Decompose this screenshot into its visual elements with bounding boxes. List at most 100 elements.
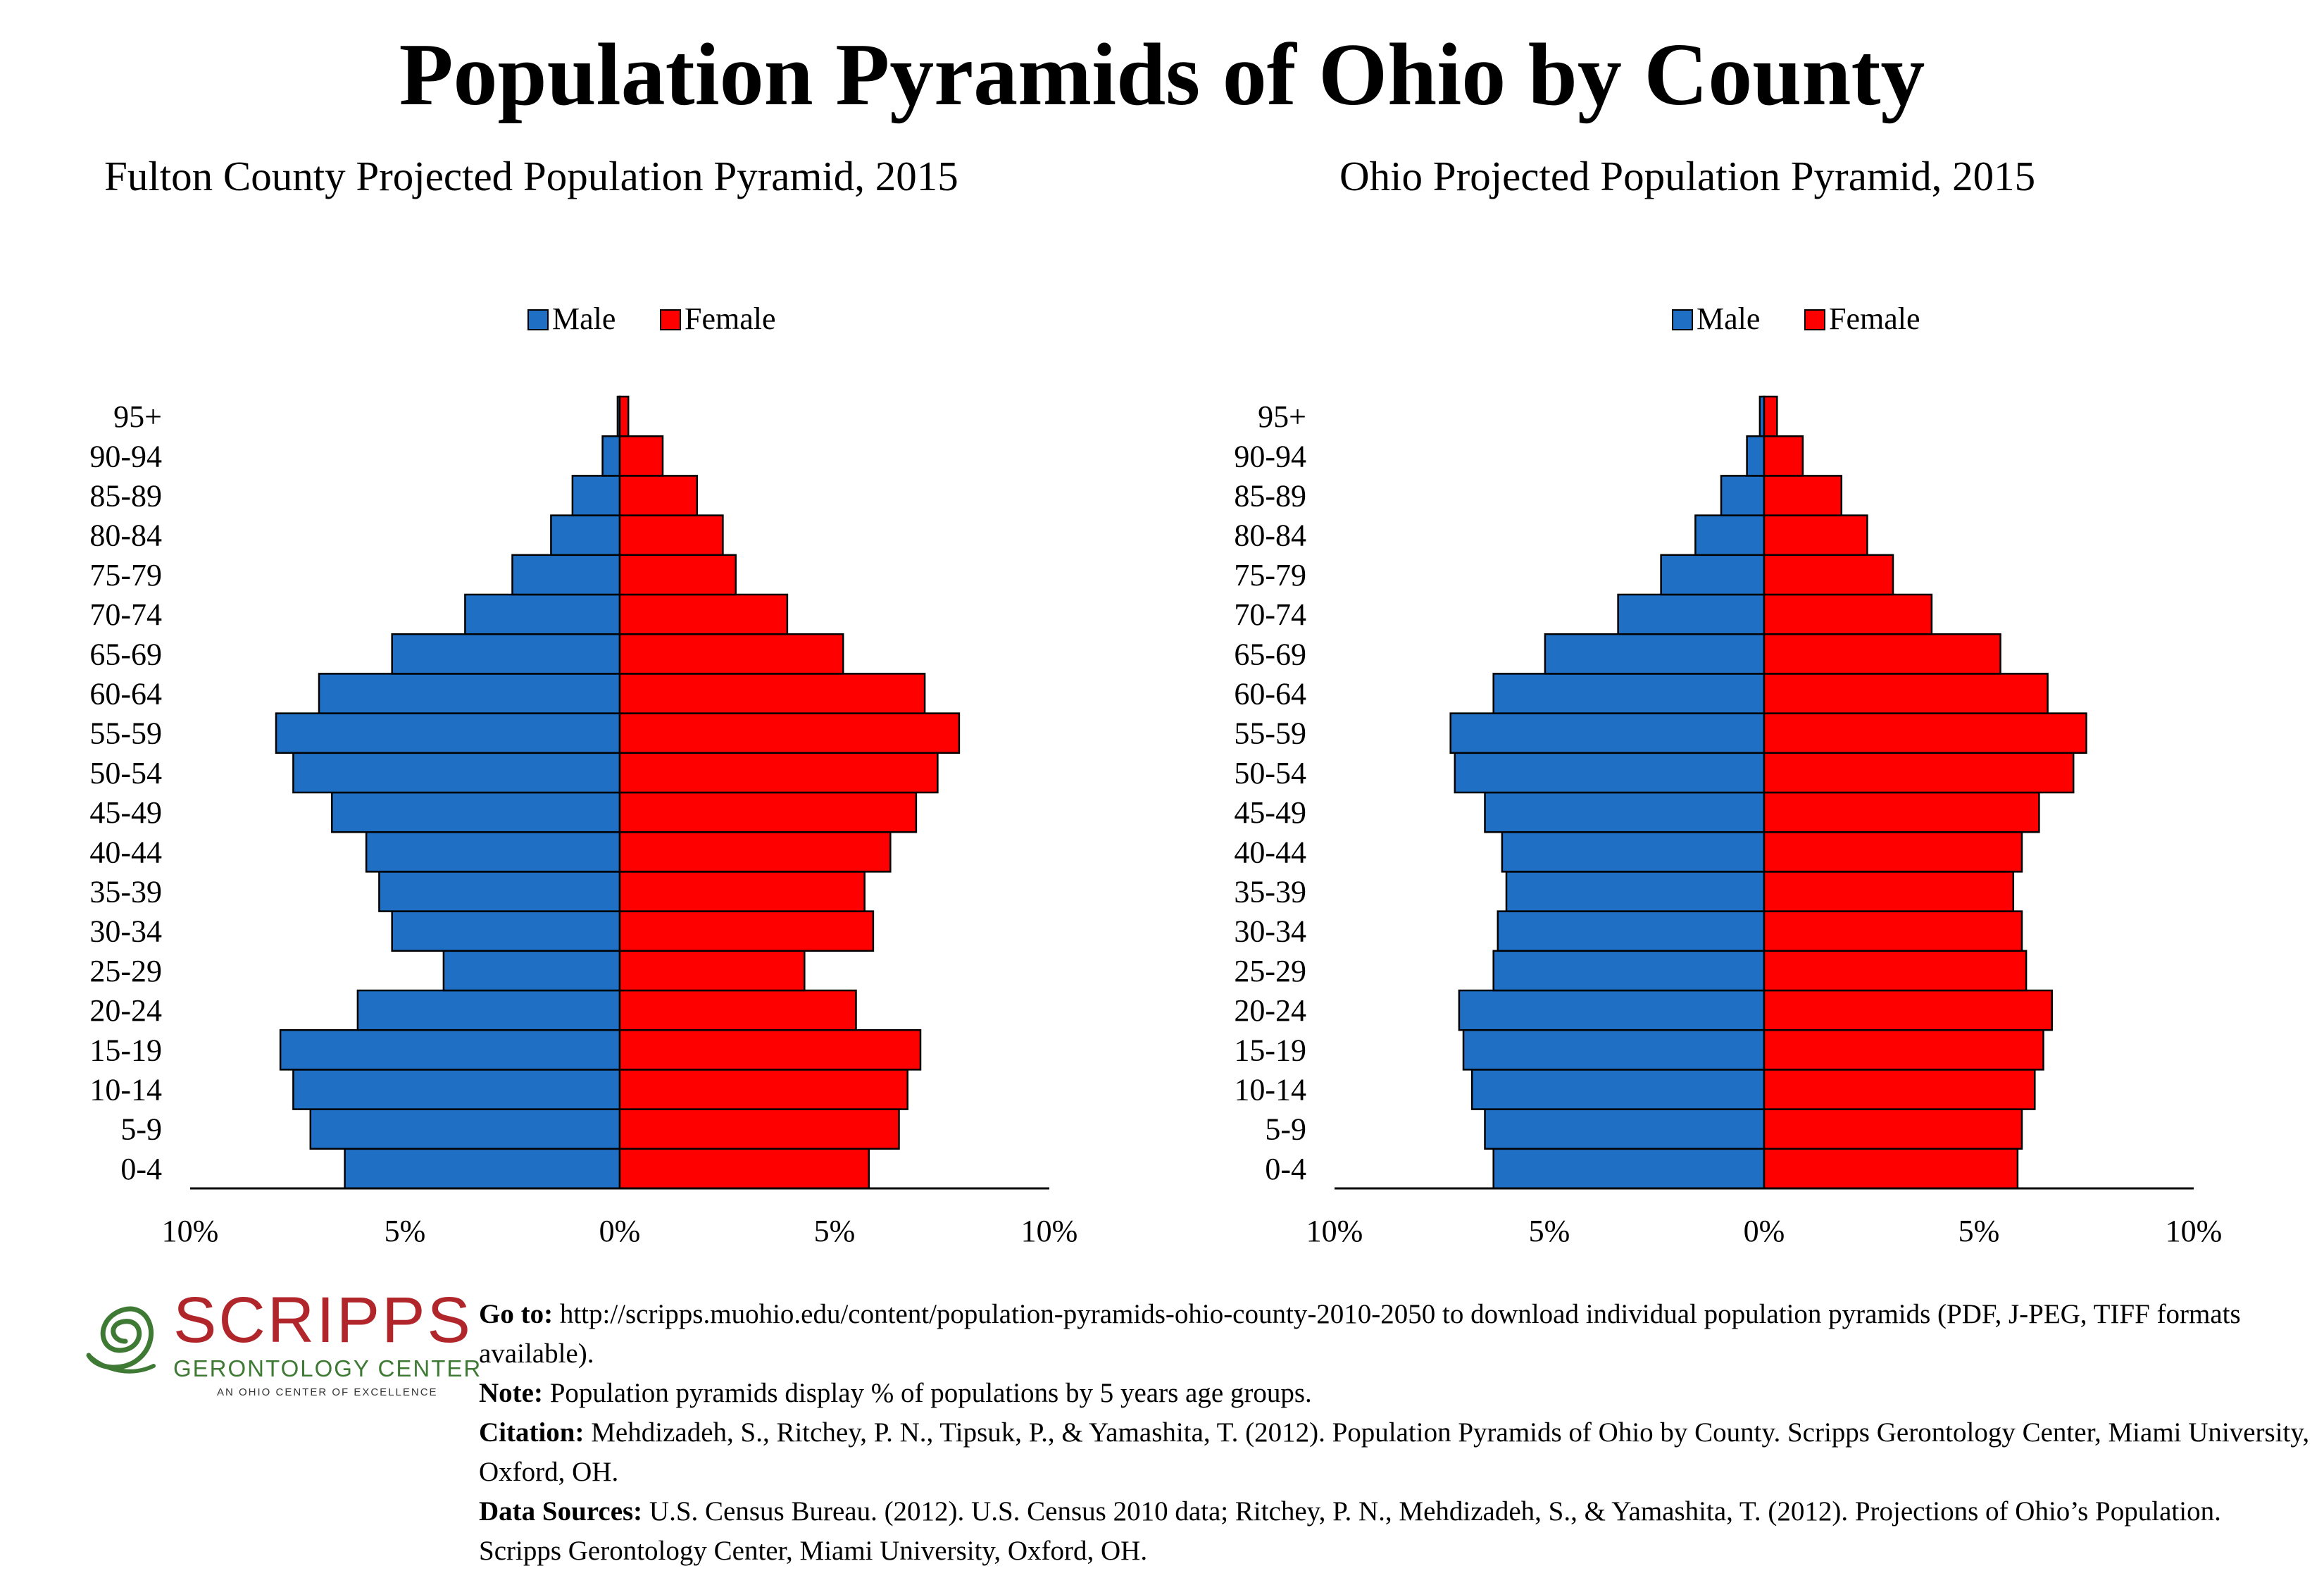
age-group-label: 40-44: [89, 835, 162, 869]
bar-male: [344, 1148, 621, 1190]
bar-male: [1505, 871, 1766, 912]
note-label: Note:: [479, 1378, 543, 1408]
age-group-label: 55-59: [89, 716, 162, 751]
bar-female: [1763, 989, 2053, 1031]
bar-female: [618, 910, 875, 952]
age-group-label: 85-89: [89, 479, 162, 514]
age-group-label: 20-24: [89, 993, 162, 1028]
age-group-label: 30-34: [89, 914, 162, 949]
bar-female: [618, 593, 789, 635]
x-tick-label: 5%: [814, 1214, 856, 1248]
age-group-label: 75-79: [89, 558, 162, 592]
logo-tagline: AN OHIO CENTER OF EXCELLENCE: [217, 1386, 438, 1398]
age-group-label: 10-14: [1234, 1073, 1306, 1107]
bar-male: [1484, 1108, 1766, 1150]
age-group-label: 90-94: [89, 439, 162, 473]
bar-female: [618, 791, 918, 833]
age-group-label: 50-54: [1234, 756, 1306, 790]
age-group-label: 25-29: [1234, 954, 1306, 988]
bar-female: [618, 1148, 870, 1190]
age-group-label: 10-14: [89, 1073, 162, 1107]
bar-female: [1763, 950, 2028, 992]
logo-wordmark: SCRIPPS: [173, 1284, 473, 1356]
bar-female: [1763, 712, 2087, 754]
legend-swatch-female: [1804, 309, 1825, 330]
bar-female: [1763, 673, 2049, 714]
bar-male: [1492, 1148, 1766, 1190]
note-citation: Citation: Mehdizadeh, S., Ritchey, P. N.…: [479, 1413, 2310, 1492]
note-label: Data Sources:: [479, 1496, 643, 1527]
bar-male: [1617, 593, 1766, 635]
bar-male: [391, 633, 621, 675]
bar-female: [618, 831, 892, 873]
bar-female: [618, 712, 961, 754]
pyramid-chart-1: Fulton County Projected Population Pyram…: [89, 153, 1077, 1248]
bar-male: [318, 673, 621, 714]
bar-female: [1763, 871, 2015, 912]
bar-female: [1763, 593, 1933, 635]
bar-female: [618, 554, 737, 596]
chart-title: Fulton County Projected Population Pyram…: [104, 153, 958, 199]
x-tick-label: 10%: [1306, 1214, 1363, 1248]
age-group-label: 80-84: [1234, 518, 1306, 553]
age-group-label: 25-29: [89, 954, 162, 988]
legend-swatch-female: [660, 309, 681, 330]
age-group-label: 5-9: [1265, 1112, 1306, 1147]
bar-male: [356, 989, 621, 1031]
note-text: Mehdizadeh, S., Ritchey, P. N., Tipsuk, …: [479, 1417, 2310, 1487]
bar-male: [601, 435, 621, 477]
bar-female: [1763, 435, 1804, 477]
age-group-label: 15-19: [89, 1033, 162, 1067]
x-tick-label: 10%: [1021, 1214, 1078, 1248]
note-goto: Go to: http://scripps.muohio.edu/content…: [479, 1295, 2310, 1374]
bar-male: [1449, 712, 1766, 754]
bar-male: [1544, 633, 1766, 675]
age-group-label: 55-59: [1234, 716, 1306, 751]
age-group-label: 60-64: [1234, 677, 1306, 711]
logo-subtitle: GERONTOLOGY CENTER: [173, 1355, 482, 1381]
bar-female: [618, 435, 664, 477]
legend-label-female: Female: [685, 302, 776, 336]
note-text: http://scripps.muohio.edu/content/popula…: [479, 1299, 2241, 1369]
bar-male: [365, 831, 621, 873]
bar-male: [1492, 950, 1766, 992]
x-tick-label: 5%: [1529, 1214, 1570, 1248]
age-group-label: 50-54: [89, 756, 162, 790]
bar-male: [1501, 831, 1766, 873]
x-tick-label: 5%: [1958, 1214, 2000, 1248]
bar-male: [1660, 554, 1766, 596]
x-tick-label: 0%: [1744, 1214, 1785, 1248]
age-group-label: 60-64: [89, 677, 162, 711]
age-group-label: 80-84: [89, 518, 162, 553]
bar-male: [391, 910, 621, 952]
x-tick-label: 10%: [162, 1214, 219, 1248]
age-group-label: 40-44: [1234, 835, 1306, 869]
page-title: Population Pyramids of Ohio by County: [399, 26, 1925, 124]
x-tick-label: 10%: [2166, 1214, 2223, 1248]
age-group-label: 95+: [1258, 399, 1306, 434]
x-tick-label: 0%: [599, 1214, 641, 1248]
bar-female: [1763, 633, 2001, 675]
bar-female: [1763, 752, 2075, 794]
note-label: Go to:: [479, 1299, 554, 1329]
bar-male: [1497, 910, 1766, 952]
bar-female: [618, 871, 866, 912]
bar-female: [1763, 1069, 2036, 1110]
age-group-label: 30-34: [1234, 914, 1306, 949]
age-group-label: 45-49: [1234, 795, 1306, 830]
bar-male: [292, 1069, 621, 1110]
bar-female: [618, 752, 939, 794]
age-group-label: 65-69: [89, 637, 162, 671]
x-tick-label: 5%: [385, 1214, 426, 1248]
pyramid-chart-2: Ohio Projected Population Pyramid, 2015 M…: [1234, 153, 2222, 1248]
bar-female: [618, 1108, 900, 1150]
bar-female: [618, 1028, 922, 1071]
age-group-label: 70-74: [1234, 597, 1306, 632]
bar-male: [1454, 752, 1766, 794]
age-group-label: 95+: [113, 399, 162, 434]
age-group-label: 85-89: [1234, 479, 1306, 514]
age-group-label: 0-4: [120, 1152, 162, 1186]
scripps-logo: SCRIPPS GERONTOLOGY CENTER AN OHIO CENTE…: [83, 1288, 480, 1409]
age-group-label: 65-69: [1234, 637, 1306, 671]
bar-male: [571, 475, 621, 516]
